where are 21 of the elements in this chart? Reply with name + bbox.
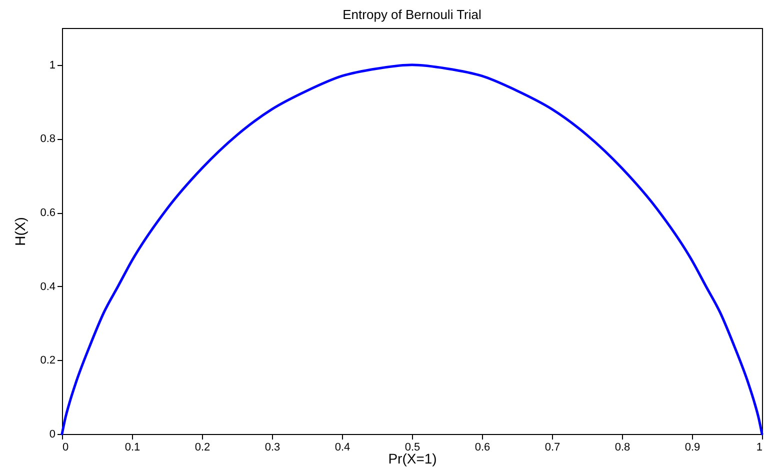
y-tick-label: 1 xyxy=(49,59,56,72)
x-tick-label: 0.3 xyxy=(264,442,280,454)
x-tick-label: 1 xyxy=(756,442,762,454)
chart-title: Entropy of Bernouli Trial xyxy=(342,7,482,22)
x-axis-title: Pr(X=1) xyxy=(388,450,437,466)
x-tick-label: 0.1 xyxy=(124,442,140,454)
x-tick-label: 0.4 xyxy=(334,442,350,454)
x-tick-label: 0.2 xyxy=(194,442,210,454)
x-tick-label: 0.5 xyxy=(404,442,420,454)
y-tick-label: 0.2 xyxy=(40,354,56,367)
y-tick-label: 0.8 xyxy=(40,133,56,146)
y-axis-title: H(X) xyxy=(12,217,28,246)
x-tick-label: 0.6 xyxy=(474,442,490,454)
y-tick-label: 0 xyxy=(49,428,56,440)
x-tick-label: 0.8 xyxy=(614,442,630,454)
y-tick-label: 0.6 xyxy=(40,207,56,220)
y-tick-label: 0.4 xyxy=(40,280,56,293)
line-series xyxy=(60,64,764,436)
x-tick-label: 0.9 xyxy=(684,442,700,454)
x-tick-label: 0.7 xyxy=(544,442,560,454)
x-tick-label: 0 xyxy=(62,442,69,454)
